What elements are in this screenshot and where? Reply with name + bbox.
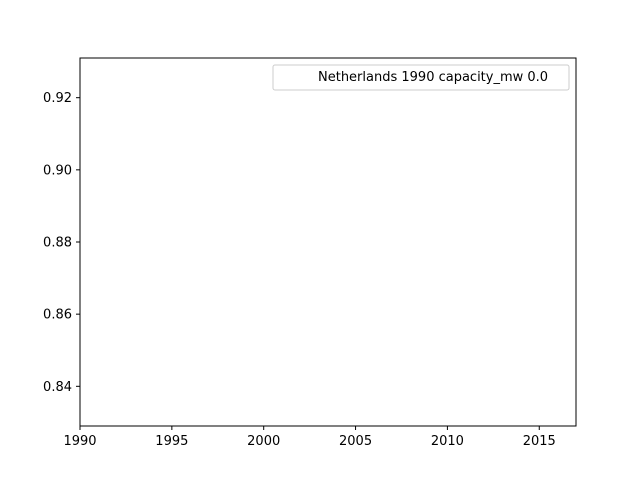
legend-entry-label: Netherlands 1990 capacity_mw 0.0 xyxy=(318,70,548,85)
plot-area xyxy=(79,57,577,427)
x-tick-label: 2005 xyxy=(339,434,372,449)
legend-box xyxy=(272,64,570,91)
y-tick-label: 0.84 xyxy=(43,380,72,395)
y-tick-label: 0.92 xyxy=(43,91,72,106)
axes-frame xyxy=(79,57,577,427)
y-tick-label: 0.86 xyxy=(43,308,72,323)
x-tick-label: 2015 xyxy=(523,434,556,449)
legend: Netherlands 1990 capacity_mw 0.0 xyxy=(272,64,570,91)
y-tick-label: 0.88 xyxy=(43,236,72,251)
y-axis: 0.84 0.86 0.88 0.90 0.92 xyxy=(43,91,80,395)
x-axis: 1990 1995 2000 2005 2010 2015 xyxy=(63,426,556,449)
x-tick-label: 1995 xyxy=(155,434,188,449)
y-tick-label: 0.90 xyxy=(43,163,72,178)
x-tick-label: 2000 xyxy=(247,434,280,449)
x-tick-label: 2010 xyxy=(431,434,464,449)
x-tick-label: 1990 xyxy=(63,434,96,449)
